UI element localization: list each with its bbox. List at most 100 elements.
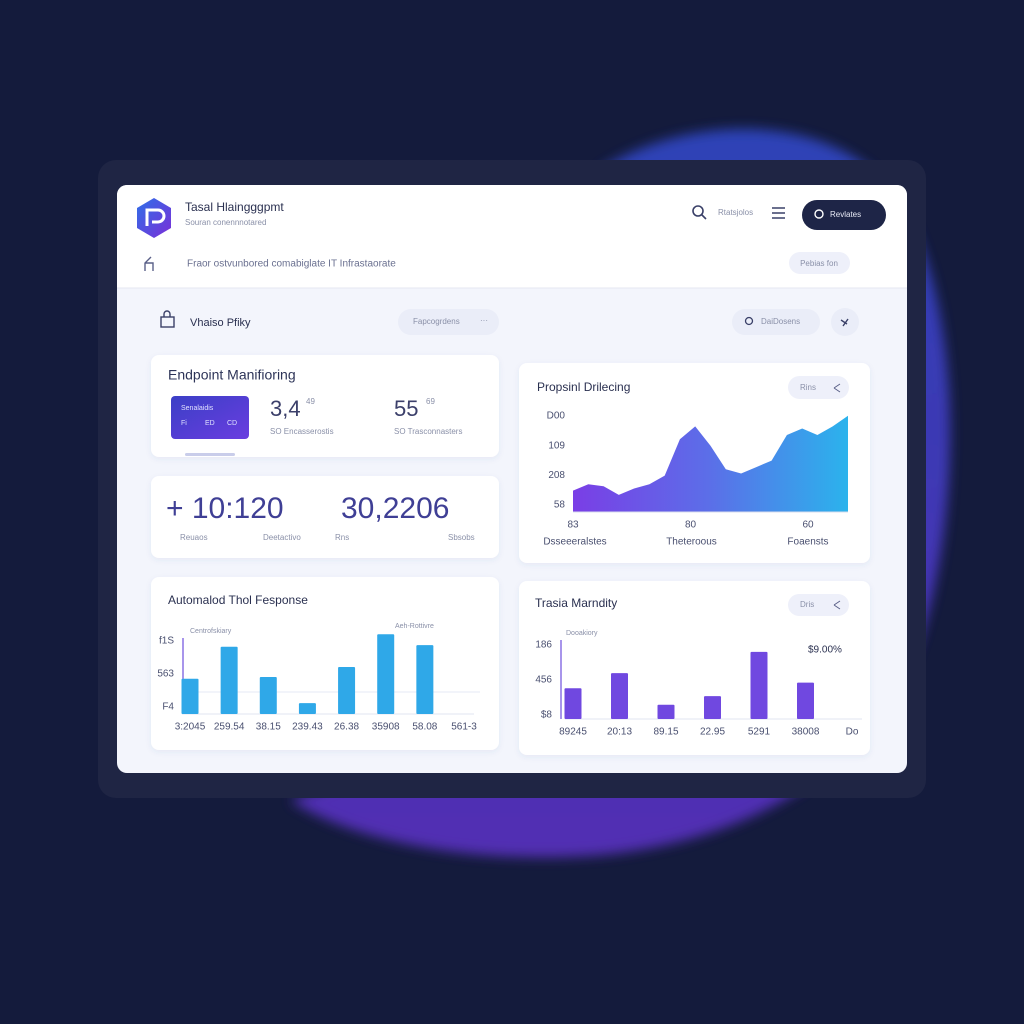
y-tick-label: 208	[548, 470, 565, 481]
y-tick-label: 186	[535, 640, 552, 651]
search-pill[interactable]	[732, 309, 820, 335]
x-tick-label: 89.15	[653, 727, 678, 738]
toolbar-icon-top	[163, 310, 171, 317]
search-pill-icon	[744, 316, 754, 326]
panel-button-icon	[833, 600, 841, 610]
header-button[interactable]	[802, 200, 886, 230]
panel-button-label[interactable]: Rins	[800, 383, 816, 392]
panel-title: Trasia Marndity	[535, 596, 617, 610]
x-tick-label: 3:2045	[175, 722, 206, 733]
button-icon	[814, 209, 824, 219]
bar	[338, 666, 356, 714]
bar	[704, 696, 721, 719]
total-label: Rns	[335, 533, 349, 542]
x-label: Dsseeeralstes	[543, 537, 606, 548]
y-tick-label: 563	[157, 669, 174, 680]
pin-icon	[840, 318, 849, 327]
status-card	[171, 396, 249, 439]
filter-pill[interactable]	[398, 309, 499, 335]
stat-value: 55	[394, 396, 418, 421]
x-tick-label: 89245	[559, 727, 587, 738]
bar	[750, 651, 768, 719]
panel-title: Endpoint Manifioring	[168, 367, 296, 383]
y-tick-label: f1S	[159, 636, 174, 647]
panel-button-icon	[833, 383, 841, 393]
panel-button[interactable]	[788, 594, 849, 616]
logo-mark	[145, 208, 166, 226]
bar	[298, 703, 316, 714]
bar	[259, 677, 277, 714]
card-chip: ED	[205, 420, 215, 427]
stat-sup: 49	[306, 397, 315, 406]
panel-title: Automalod Thol Fesponse	[168, 593, 308, 607]
app-title: Tasal Hlaingggpmt	[185, 200, 284, 214]
x-tick-label: 38008	[792, 727, 820, 738]
card-chip: CD	[227, 420, 237, 427]
logo	[137, 198, 171, 238]
x-tick-label: 26.38	[334, 722, 359, 733]
stat-sup: 69	[426, 397, 435, 406]
x-tick-label: 20:13	[607, 727, 632, 738]
x-tick-label: 83	[567, 520, 579, 531]
bar	[564, 688, 582, 719]
panel	[151, 577, 499, 750]
area	[573, 415, 848, 512]
back-icon[interactable]	[144, 256, 154, 271]
x-tick-label: 60	[802, 520, 814, 531]
y-tick-label: F4	[162, 702, 174, 713]
card-label: Senalaidis	[181, 405, 214, 412]
y-tick-label: 58	[554, 500, 566, 511]
breadcrumb: Fraor ostvunbored comabiglate IT Infrast…	[187, 259, 396, 270]
filter-label[interactable]: Fapcogrdens	[413, 317, 460, 326]
bar	[797, 682, 814, 719]
x-label: Theteroous	[666, 537, 717, 548]
search-icon[interactable]	[692, 205, 704, 217]
menu-icon[interactable]	[772, 207, 785, 219]
breadcrumb-button[interactable]	[789, 252, 850, 274]
search-icon-handle	[701, 214, 707, 220]
annotation: Aeh-Rottivre	[395, 623, 434, 630]
total-value: 30,2206	[341, 492, 449, 525]
search-pill-label[interactable]: DaiDosens	[761, 317, 800, 326]
x-tick-label: 5291	[748, 727, 771, 738]
x-tick-label: 80	[685, 520, 697, 531]
x-tick-label: 259.54	[214, 722, 245, 733]
bar	[657, 704, 675, 719]
y-tick-label: 109	[548, 440, 565, 451]
x-tick-label: 38.15	[256, 722, 281, 733]
panel-button[interactable]	[788, 376, 849, 399]
stat-label: SO Trasconnasters	[394, 427, 462, 436]
x-tick-label: 35908	[372, 722, 400, 733]
legend-label: Dooakiory	[566, 630, 598, 637]
stat-label: SO Encasserostis	[270, 427, 334, 436]
y-tick-label: D00	[547, 411, 566, 422]
card-underline	[185, 453, 235, 456]
card-chip: Fi	[181, 420, 187, 427]
toolbar-title: Vhaiso Pfiky	[190, 317, 251, 329]
x-tick-label: 58.08	[412, 722, 437, 733]
panel-title: Propsinl Drilecing	[537, 380, 630, 394]
total-label: Deetactivo	[263, 533, 301, 542]
panel	[519, 581, 870, 755]
x-tick-label: 561-3	[451, 722, 477, 733]
x-label: Foaensts	[787, 537, 828, 548]
bar	[220, 646, 238, 714]
toolbar-icon	[160, 316, 175, 328]
search-label[interactable]: Rtatsjolos	[718, 208, 753, 217]
annotation: $9.00%	[808, 645, 842, 656]
total-label: Reuaos	[180, 533, 208, 542]
bar	[181, 678, 199, 714]
x-tick-label: 239.43	[292, 722, 323, 733]
app-subtitle: Souran conennnotared	[185, 218, 266, 227]
bar	[377, 634, 395, 714]
breadcrumb-button-label[interactable]: Pebias fon	[800, 259, 838, 268]
total-value: + 10:120	[166, 492, 284, 525]
filter-more[interactable]: ···	[480, 316, 488, 325]
header-button-label[interactable]: Revlates	[830, 210, 861, 219]
x-tick-label: Do	[846, 727, 859, 738]
panel-button-label[interactable]: Dris	[800, 600, 814, 609]
y-tick-label: $8	[541, 710, 553, 721]
